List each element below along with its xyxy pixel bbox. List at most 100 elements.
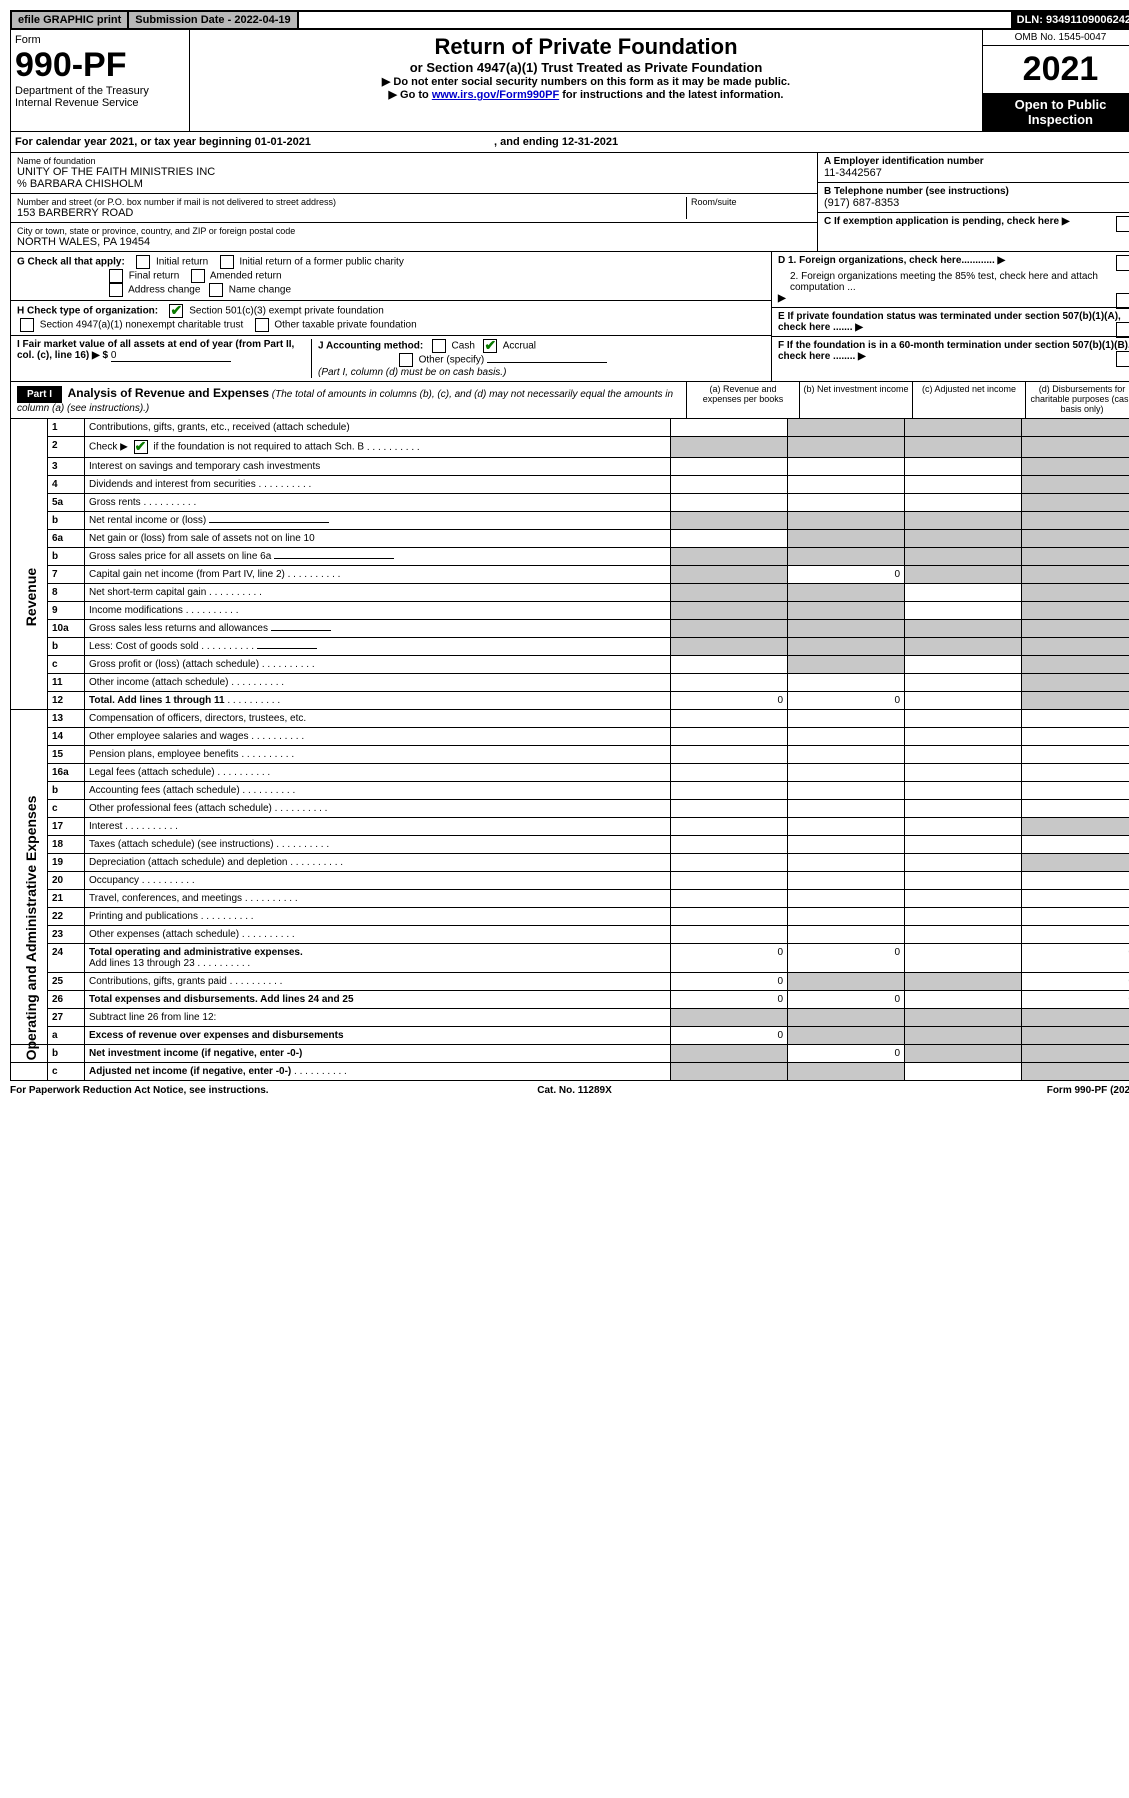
footer-left: For Paperwork Reduction Act Notice, see … xyxy=(10,1085,386,1096)
l20-desc: Occupancy xyxy=(89,875,139,886)
l6b-input[interactable] xyxy=(274,558,394,559)
header-center: Return of Private Foundation or Section … xyxy=(190,30,982,131)
street-address: 153 BARBERRY ROAD xyxy=(17,207,686,219)
room-label: Room/suite xyxy=(691,197,811,207)
line-10b: bLess: Cost of goods sold xyxy=(11,638,1129,656)
initial-former-checkbox[interactable] xyxy=(220,255,234,269)
line-3: 3Interest on savings and temporary cash … xyxy=(11,458,1129,476)
g-label: G Check all that apply: xyxy=(17,257,125,268)
note1: ▶ Do not enter social security numbers o… xyxy=(194,75,978,88)
other-specify-line[interactable] xyxy=(487,362,607,363)
l23-desc: Other expenses (attach schedule) xyxy=(89,929,239,940)
g-name: Name change xyxy=(229,285,291,296)
l10b-input[interactable] xyxy=(257,648,317,649)
cash-checkbox[interactable] xyxy=(432,339,446,353)
h-label: H Check type of organization: xyxy=(17,306,158,317)
phone-value: (917) 687-8353 xyxy=(824,197,1129,209)
name-change-checkbox[interactable] xyxy=(209,283,223,297)
l10a-desc: Gross sales less returns and allowances xyxy=(89,623,268,634)
ein-label: A Employer identification number xyxy=(824,156,1129,167)
g-initial: Initial return xyxy=(156,257,208,268)
l16c-desc: Other professional fees (attach schedule… xyxy=(89,803,272,814)
l22-desc: Printing and publications xyxy=(89,911,198,922)
form-word: Form xyxy=(15,34,185,46)
l21-desc: Travel, conferences, and meetings xyxy=(89,893,242,904)
d2-checkbox[interactable] xyxy=(1116,293,1129,309)
l15-desc: Pension plans, employee benefits xyxy=(89,749,239,760)
h-4947: Section 4947(a)(1) nonexempt charitable … xyxy=(40,320,243,331)
addr-label: Number and street (or P.O. box number if… xyxy=(17,197,686,207)
e-checkbox[interactable] xyxy=(1116,322,1129,338)
l27a-desc: Excess of revenue over expenses and disb… xyxy=(89,1030,344,1041)
exemption-checkbox[interactable] xyxy=(1116,216,1129,232)
l25-desc: Contributions, gifts, grants paid xyxy=(89,976,227,987)
l27b-desc: Net investment income (if negative, ente… xyxy=(89,1048,302,1059)
l24-d: 0 xyxy=(1022,944,1129,973)
fmv-value: 0 xyxy=(111,350,231,362)
instructions-link[interactable]: www.irs.gov/Form990PF xyxy=(432,89,559,101)
4947-checkbox[interactable] xyxy=(20,318,34,332)
501c3-checkbox[interactable] xyxy=(169,304,183,318)
g-amended: Amended return xyxy=(210,271,282,282)
f-label: F If the foundation is in a 60-month ter… xyxy=(778,340,1129,362)
line-16c: cOther professional fees (attach schedul… xyxy=(11,800,1129,818)
j-label: J Accounting method: xyxy=(318,341,423,352)
l6a-desc: Net gain or (loss) from sale of assets n… xyxy=(85,530,671,548)
l3-desc: Interest on savings and temporary cash i… xyxy=(85,458,671,476)
e-row: E If private foundation status was termi… xyxy=(772,308,1129,337)
line-25: 25Contributions, gifts, grants paid00 xyxy=(11,973,1129,991)
line-21: 21Travel, conferences, and meetings xyxy=(11,890,1129,908)
other-method-checkbox[interactable] xyxy=(399,353,413,367)
schb-checkbox[interactable] xyxy=(134,440,148,454)
l10a-input[interactable] xyxy=(271,630,331,631)
check-left: G Check all that apply: Initial return I… xyxy=(11,252,772,381)
j-accrual: Accrual xyxy=(503,341,536,352)
part1-label: Part I xyxy=(17,386,62,403)
l12-a: 0 xyxy=(671,692,788,710)
cal-begin: 01-01-2021 xyxy=(255,136,311,148)
l25-d: 0 xyxy=(1022,973,1129,991)
d-row: D 1. Foreign organizations, check here..… xyxy=(772,252,1129,308)
form-header: Form 990-PF Department of the Treasury I… xyxy=(10,30,1129,132)
amended-return-checkbox[interactable] xyxy=(191,269,205,283)
line-17: 17Interest xyxy=(11,818,1129,836)
e-label: E If private foundation status was termi… xyxy=(778,311,1121,333)
l27b-b: 0 xyxy=(788,1045,905,1063)
l26-desc: Total expenses and disbursements. Add li… xyxy=(89,994,354,1005)
city-row: City or town, state or province, country… xyxy=(11,223,817,251)
f-checkbox[interactable] xyxy=(1116,351,1129,367)
name-label: Name of foundation xyxy=(17,156,811,166)
initial-return-checkbox[interactable] xyxy=(136,255,150,269)
l26-d: 0 xyxy=(1022,991,1129,1009)
l8-desc: Net short-term capital gain xyxy=(89,587,206,598)
address-change-checkbox[interactable] xyxy=(109,283,123,297)
line-5a: 5aGross rents xyxy=(11,494,1129,512)
l25-a: 0 xyxy=(671,973,788,991)
h-row: H Check type of organization: Section 50… xyxy=(11,301,771,336)
header-right: OMB No. 1545-0047 2021 Open to Public In… xyxy=(982,30,1129,131)
note2-post: for instructions and the latest informat… xyxy=(559,89,783,101)
other-taxable-checkbox[interactable] xyxy=(255,318,269,332)
l9-desc: Income modifications xyxy=(89,605,183,616)
l27a-a: 0 xyxy=(671,1027,788,1045)
accrual-checkbox[interactable] xyxy=(483,339,497,353)
l16b-desc: Accounting fees (attach schedule) xyxy=(89,785,240,796)
line-27a: aExcess of revenue over expenses and dis… xyxy=(11,1027,1129,1045)
col-d-head: (d) Disbursements for charitable purpose… xyxy=(1025,382,1129,418)
l5b-input[interactable] xyxy=(209,522,329,523)
f-row: F If the foundation is in a 60-month ter… xyxy=(772,337,1129,365)
part1-title: Analysis of Revenue and Expenses xyxy=(68,386,269,400)
col-a-head: (a) Revenue and expenses per books xyxy=(686,382,799,418)
final-return-checkbox[interactable] xyxy=(109,269,123,283)
form-subtitle: or Section 4947(a)(1) Trust Treated as P… xyxy=(194,60,978,75)
line-10a: 10aGross sales less returns and allowanc… xyxy=(11,620,1129,638)
d1-checkbox[interactable] xyxy=(1116,255,1129,271)
submission-date: Submission Date - 2022-04-19 xyxy=(129,12,298,28)
l4-desc: Dividends and interest from securities xyxy=(89,479,256,490)
efile-print-label[interactable]: efile GRAPHIC print xyxy=(12,12,129,28)
cal-end: 12-31-2021 xyxy=(562,136,618,148)
part1-header: Part I Analysis of Revenue and Expenses … xyxy=(10,382,1129,419)
omb-number: OMB No. 1545-0047 xyxy=(983,30,1129,46)
col-b-head: (b) Net investment income xyxy=(799,382,912,418)
line-23: 23Other expenses (attach schedule) xyxy=(11,926,1129,944)
